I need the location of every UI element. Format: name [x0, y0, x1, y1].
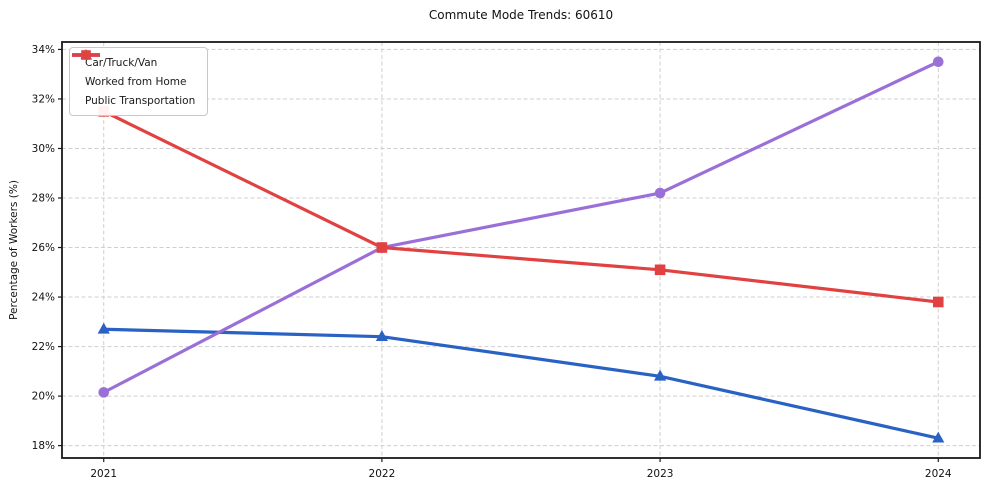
legend-marker-square: [81, 50, 91, 60]
chart-title: Commute Mode Trends: 60610: [428, 8, 614, 22]
y-tick-label-20: 20%: [32, 391, 55, 403]
legend: Car/Truck/Van Worked from Home Public Tr…: [69, 47, 209, 116]
legend-label: Public Transportation: [85, 94, 196, 107]
series-line-public-transportation: [102, 109, 940, 304]
y-tick-label-30: 30%: [32, 143, 55, 155]
marker-car-truck-van-2023: [653, 369, 667, 381]
y-tick-label-22: 22%: [32, 341, 55, 353]
series-car-truck-van: [97, 322, 945, 443]
x-tick-label-2024: 2024: [925, 468, 952, 480]
marker-public-transportation-2024: [932, 296, 944, 308]
marker-car-truck-van-2022: [375, 330, 389, 342]
x-tick-label-2021: 2021: [90, 468, 117, 480]
marker-worked-from-home-2024: [932, 56, 944, 68]
x-tick-label-2023: 2023: [647, 468, 674, 480]
legend-label: Worked from Home: [85, 75, 187, 88]
y-tick-label-34: 34%: [32, 44, 55, 56]
y-tick-label-32: 32%: [32, 94, 55, 106]
legend-item-public-transportation: Public Transportation: [72, 50, 196, 110]
y-tick-label-24: 24%: [32, 292, 55, 304]
legend-item-worked-from-home: Worked from Home: [72, 50, 195, 91]
plot-border: [61, 41, 981, 459]
series-public-transportation: [98, 106, 944, 308]
y-tick-label-18: 18%: [32, 440, 55, 452]
marker-worked-from-home-2021: [98, 387, 110, 398]
series-line-worked-from-home: [102, 60, 940, 394]
marker-car-truck-van-2024: [932, 431, 945, 443]
marker-public-transportation-2023: [654, 264, 666, 276]
series-line-car-truck-van: [102, 327, 940, 440]
marker-car-truck-van-2021: [97, 322, 110, 334]
legend-label: Car/Truck/Van: [85, 56, 158, 69]
x-tick-label-2022: 2022: [369, 468, 396, 480]
line-square-marker-icon: [72, 50, 100, 60]
marker-public-transportation-2022: [376, 242, 388, 253]
y-tick-label-26: 26%: [32, 242, 55, 254]
marker-worked-from-home-2023: [654, 187, 666, 199]
y-tick-label-28: 28%: [32, 193, 55, 205]
